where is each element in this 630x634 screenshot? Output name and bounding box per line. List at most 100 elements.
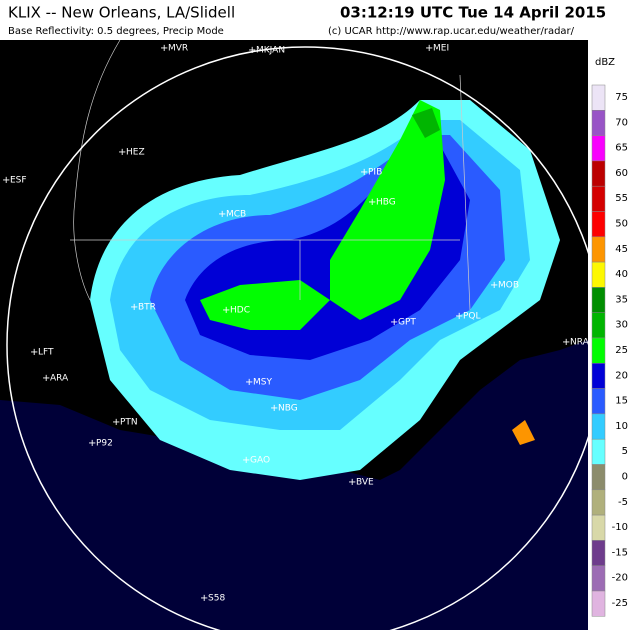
city-marker: + xyxy=(112,417,120,428)
city-marker: + xyxy=(425,43,433,54)
legend-label: 55 xyxy=(615,193,628,204)
city-marker: + xyxy=(455,311,463,322)
legend-label: 70 xyxy=(615,117,628,128)
legend-label: -10 xyxy=(612,522,628,533)
city-label: HBG xyxy=(376,198,396,208)
legend-swatch xyxy=(591,489,606,516)
city-marker: + xyxy=(88,438,96,449)
legend-unit: dBZ xyxy=(595,57,615,68)
city-marker: + xyxy=(2,175,10,186)
gulf-water xyxy=(0,340,588,630)
city-label: MKJAN xyxy=(256,46,285,56)
city-marker: + xyxy=(360,167,368,178)
legend-label: 50 xyxy=(615,219,628,230)
legend-swatch xyxy=(591,287,606,313)
legend-label: 75 xyxy=(615,92,628,103)
city-marker: + xyxy=(42,373,50,384)
mode: Base Reflectivity: 0.5 degrees, Precip M… xyxy=(8,26,224,37)
legend-label: 60 xyxy=(615,168,628,179)
legend-label: -25 xyxy=(612,598,628,609)
city-marker: + xyxy=(368,197,376,208)
legend-swatch xyxy=(591,540,606,566)
city-label: LFT xyxy=(38,348,54,358)
legend-swatch xyxy=(591,84,606,111)
city-marker: + xyxy=(390,317,398,328)
city-label: NRA xyxy=(570,338,590,348)
legend: 757065605550454035302520151050-5-10-15-2… xyxy=(591,84,628,617)
legend-swatch xyxy=(591,388,606,415)
legend-swatch xyxy=(591,590,606,617)
legend-swatch xyxy=(591,110,606,136)
legend-swatch xyxy=(591,312,606,339)
city-label: ESF xyxy=(10,176,27,186)
legend-label: -15 xyxy=(612,547,628,558)
legend-swatch xyxy=(591,413,606,440)
city-marker: + xyxy=(118,147,126,158)
legend-swatch xyxy=(591,261,606,288)
legend-swatch xyxy=(591,185,606,212)
city-label: PIB xyxy=(368,168,382,178)
legend-swatch xyxy=(591,464,606,491)
city-label: HEZ xyxy=(126,148,145,158)
boundaries xyxy=(70,39,471,311)
legend-label: 15 xyxy=(615,396,628,407)
legend-swatch xyxy=(591,135,606,162)
city-label: PTN xyxy=(120,418,138,428)
header-bar xyxy=(0,0,630,40)
city-marker: + xyxy=(30,347,38,358)
city-marker: + xyxy=(248,45,256,56)
legend-label: 35 xyxy=(615,294,628,305)
legend-swatch xyxy=(591,438,606,465)
city-marker: + xyxy=(562,337,570,348)
city-marker: + xyxy=(200,593,208,604)
legend-label: 65 xyxy=(615,143,628,154)
legend-swatch xyxy=(591,211,606,238)
city-marker: + xyxy=(270,403,278,414)
city-label: MCB xyxy=(226,210,246,220)
legend-label: 25 xyxy=(615,345,628,356)
city-marker: + xyxy=(245,377,253,388)
credit: (c) UCAR http://www.rap.ucar.edu/weather… xyxy=(328,26,575,37)
city-label: ARA xyxy=(50,374,69,384)
city-label: GPT xyxy=(398,318,416,328)
city-marker: + xyxy=(222,305,230,316)
legend-swatch xyxy=(591,565,606,592)
station-title: KLIX -- New Orleans, LA/Slidell xyxy=(8,4,235,22)
city-marker: + xyxy=(242,455,250,466)
legend-label: 0 xyxy=(622,472,628,483)
legend-label: -5 xyxy=(618,497,628,508)
city-label: PQL xyxy=(463,312,481,322)
legend-label: -20 xyxy=(612,573,628,584)
legend-label: 20 xyxy=(615,370,628,381)
city-label: MEI xyxy=(433,44,449,54)
city-marker: + xyxy=(490,280,498,291)
timestamp: 03:12:19 UTC Tue 14 April 2015 xyxy=(340,4,606,22)
legend-label: 30 xyxy=(615,320,628,331)
legend-swatch xyxy=(591,363,606,389)
legend-swatch xyxy=(591,337,606,364)
legend-swatch xyxy=(591,160,606,187)
city-marker: + xyxy=(160,43,168,54)
city-label: BVE xyxy=(356,478,374,488)
city-label: GAO xyxy=(250,456,270,466)
radar-echoes xyxy=(90,100,560,480)
city-marker: + xyxy=(348,477,356,488)
city-marker: + xyxy=(218,209,226,220)
city-label: S58 xyxy=(208,594,225,604)
legend-label: 40 xyxy=(615,269,628,280)
city-label: HDC xyxy=(230,306,250,316)
legend-swatch xyxy=(591,514,606,541)
city-label: MSY xyxy=(253,378,272,388)
legend-swatch xyxy=(591,236,606,263)
legend-label: 5 xyxy=(622,446,628,457)
city-label: MVR xyxy=(168,44,188,54)
city-label: MOB xyxy=(498,281,519,291)
city-label: BTR xyxy=(138,303,156,313)
city-label: NBG xyxy=(278,404,298,414)
city-marker: + xyxy=(130,302,138,313)
legend-label: 10 xyxy=(615,421,628,432)
cities: + MVR + MKJAN + MEI+ HEZ+ ESF+ MCB+ PIB+ HBG+ BTR + H… xyxy=(2,43,590,604)
legend-label: 45 xyxy=(615,244,628,255)
city-label: P92 xyxy=(96,439,113,449)
